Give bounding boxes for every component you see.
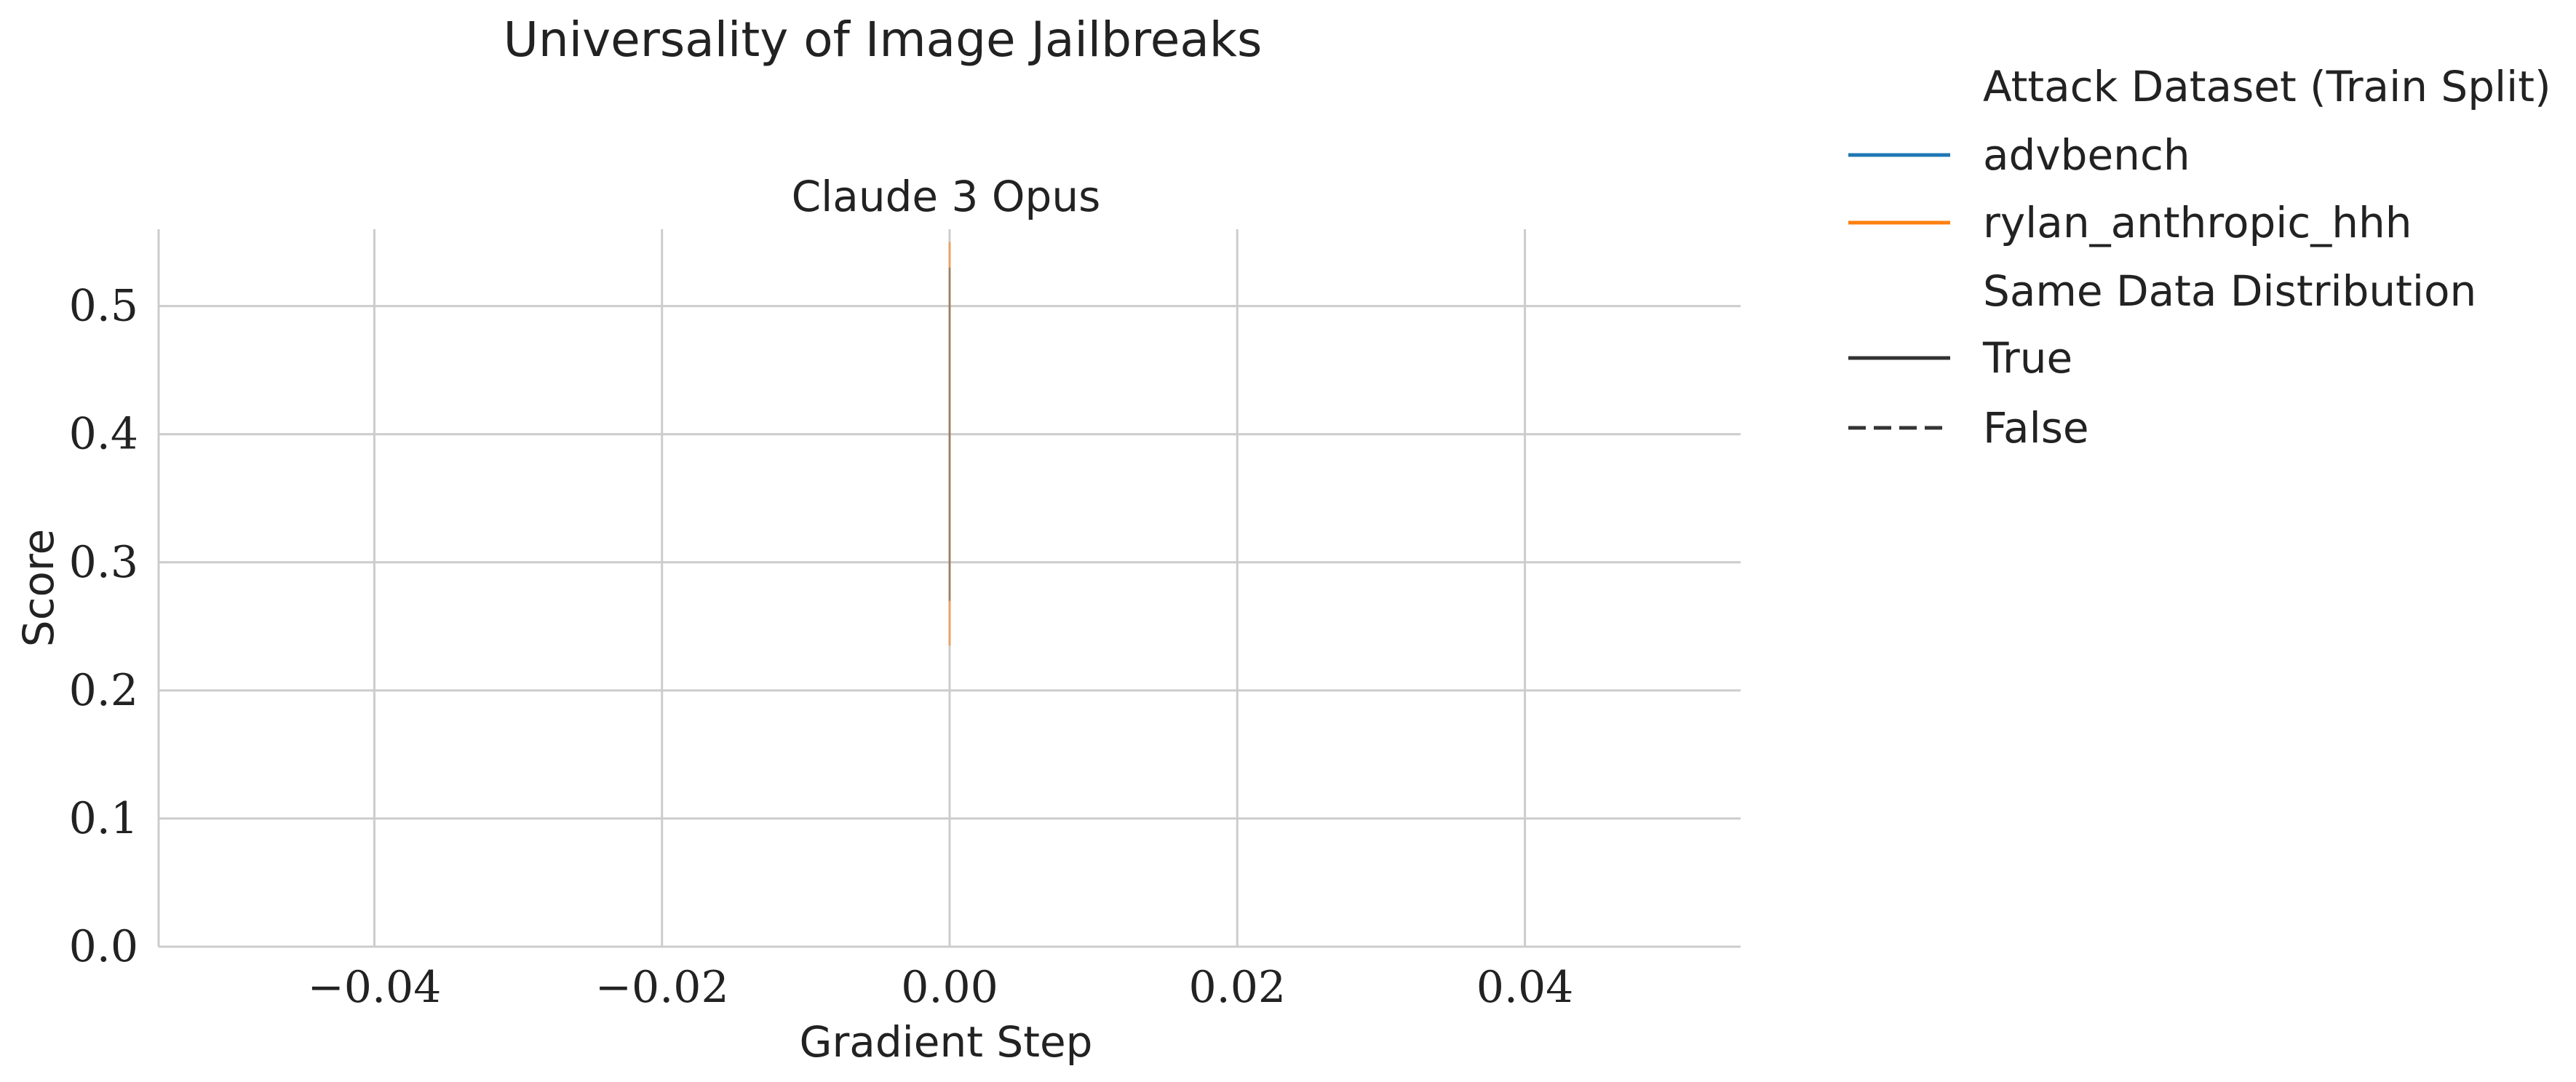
y-axis-label: Score [14,529,63,647]
y-tick-label: 0.0 [69,921,138,972]
x-tick-label: 0.04 [1476,962,1574,1013]
y-tick-label: 0.5 [69,281,138,332]
x-tick-label: 0.02 [1188,962,1286,1013]
y-tick-label: 0.4 [69,409,138,460]
legend-rylan-label: rylan_anthropic_hhh [1983,198,2412,247]
y-tick-label: 0.2 [69,665,138,716]
y-tick-labels: 0.0 0.1 0.2 0.3 0.4 0.5 [69,281,138,972]
x-tick-label: 0.00 [901,962,998,1013]
axes-title: Claude 3 Opus [792,172,1101,221]
x-axis-label: Gradient Step [800,1017,1093,1067]
legend-style-title: Same Data Distribution [1983,266,2476,316]
legend-hue-title: Attack Dataset (Train Split) [1983,62,2551,111]
figure-suptitle: Universality of Image Jailbreaks [504,12,1263,68]
x-tick-label: −0.04 [308,962,442,1013]
y-tick-label: 0.1 [69,793,138,844]
legend-false-label: False [1983,403,2089,453]
legend-advbench-label: advbench [1983,130,2190,180]
x-tick-labels: −0.04 −0.02 0.00 0.02 0.04 [308,962,1574,1013]
x-tick-label: −0.02 [595,962,729,1013]
legend: Attack Dataset (Train Split) advbench ry… [1848,62,2551,453]
legend-true-label: True [1982,333,2072,383]
y-tick-label: 0.3 [69,537,138,588]
